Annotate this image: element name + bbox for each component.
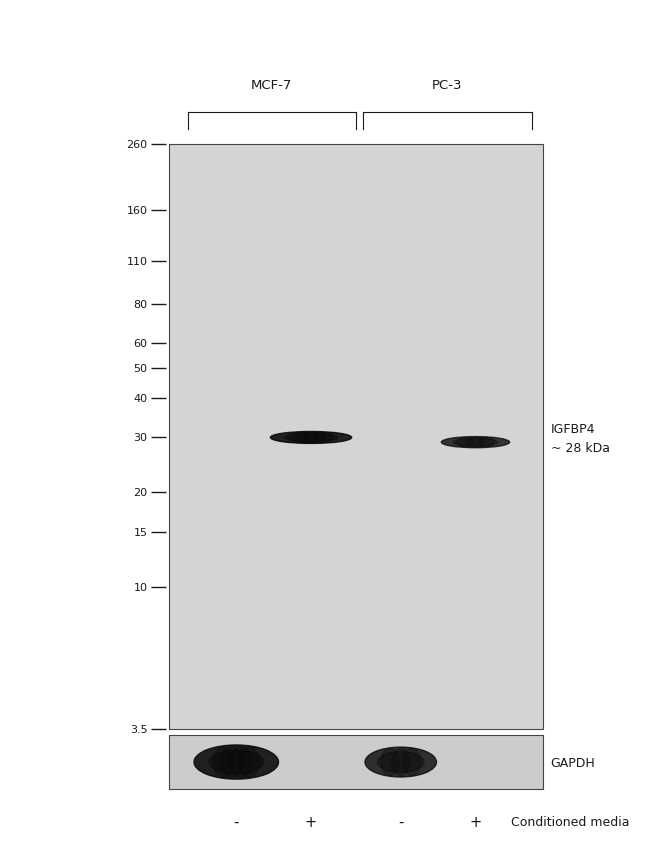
Text: 160: 160 bbox=[127, 206, 148, 216]
Ellipse shape bbox=[222, 747, 242, 778]
Ellipse shape bbox=[270, 432, 352, 444]
Text: -: - bbox=[233, 814, 239, 829]
Text: 20: 20 bbox=[133, 488, 148, 498]
Text: +: + bbox=[469, 814, 482, 829]
Text: +: + bbox=[305, 814, 317, 829]
Ellipse shape bbox=[378, 751, 424, 773]
Text: MCF-7: MCF-7 bbox=[251, 79, 292, 92]
Text: 50: 50 bbox=[133, 363, 148, 374]
Ellipse shape bbox=[477, 438, 494, 448]
Ellipse shape bbox=[457, 438, 474, 448]
Text: 80: 80 bbox=[133, 300, 148, 310]
Text: 260: 260 bbox=[126, 140, 148, 150]
Text: IGFBP4: IGFBP4 bbox=[551, 423, 595, 436]
Ellipse shape bbox=[213, 747, 234, 778]
Text: -: - bbox=[398, 814, 404, 829]
Ellipse shape bbox=[441, 437, 510, 448]
Ellipse shape bbox=[392, 749, 410, 775]
Ellipse shape bbox=[365, 747, 437, 777]
Ellipse shape bbox=[297, 432, 317, 444]
Ellipse shape bbox=[467, 438, 484, 448]
Text: 40: 40 bbox=[133, 394, 148, 404]
Text: 30: 30 bbox=[133, 433, 148, 443]
Text: GAPDH: GAPDH bbox=[551, 756, 595, 769]
Text: ~ 28 kDa: ~ 28 kDa bbox=[551, 442, 610, 455]
Text: Conditioned media: Conditioned media bbox=[511, 815, 630, 828]
Bar bbox=[169, 735, 543, 789]
Text: 10: 10 bbox=[133, 582, 148, 592]
Ellipse shape bbox=[305, 432, 325, 444]
Ellipse shape bbox=[209, 751, 264, 775]
Ellipse shape bbox=[313, 432, 333, 444]
Ellipse shape bbox=[381, 749, 399, 775]
Ellipse shape bbox=[289, 432, 309, 444]
Text: 15: 15 bbox=[133, 527, 148, 537]
Ellipse shape bbox=[239, 747, 259, 778]
Bar bbox=[169, 145, 543, 729]
Text: PC-3: PC-3 bbox=[432, 79, 463, 92]
Ellipse shape bbox=[453, 438, 498, 446]
Text: 110: 110 bbox=[127, 257, 148, 267]
Text: 3.5: 3.5 bbox=[130, 724, 148, 734]
Ellipse shape bbox=[285, 434, 337, 442]
Ellipse shape bbox=[402, 749, 421, 775]
Ellipse shape bbox=[194, 746, 278, 780]
Text: 60: 60 bbox=[133, 339, 148, 349]
Ellipse shape bbox=[230, 747, 251, 778]
